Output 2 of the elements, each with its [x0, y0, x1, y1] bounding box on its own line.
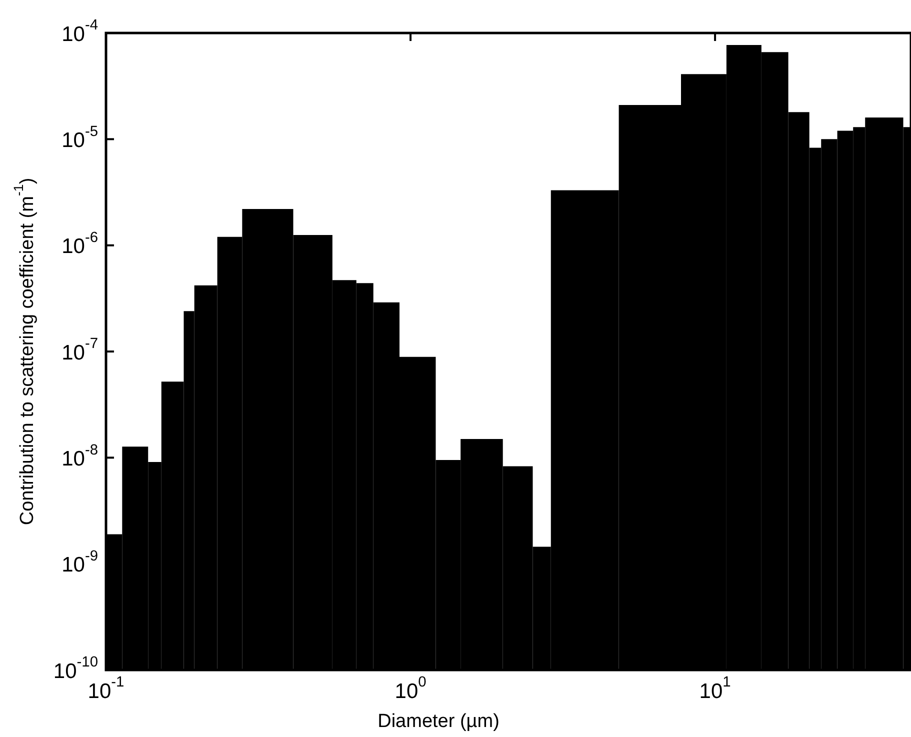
x-axis-title: Diameter (µm)	[378, 711, 500, 732]
y-axis-title: Contribution to scattering coefficient (m-1)	[11, 178, 38, 526]
